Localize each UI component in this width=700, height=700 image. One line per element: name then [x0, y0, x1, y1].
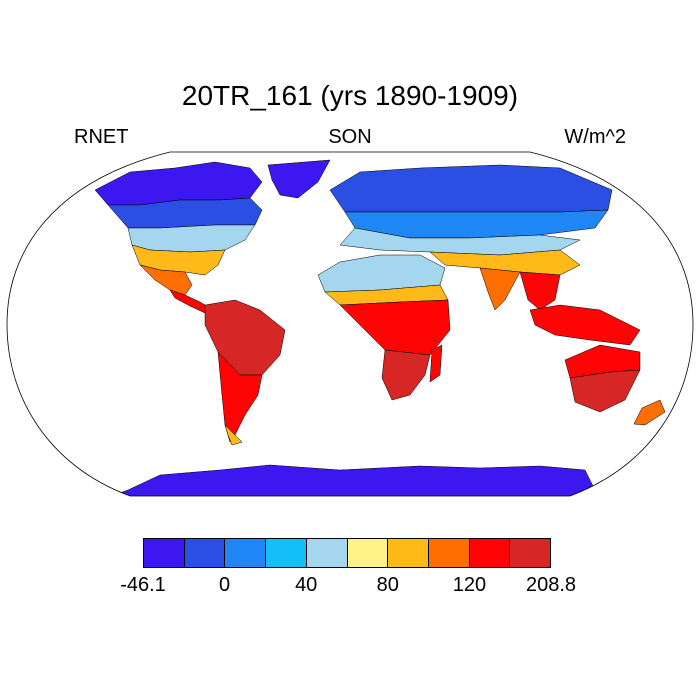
- eurasia-arctic: [329, 164, 613, 213]
- colorbar-tick-label: 0: [219, 574, 231, 596]
- colorbar-segment: [144, 539, 185, 567]
- colorbar-segment: [347, 539, 389, 567]
- central-africa: [339, 299, 451, 356]
- colorbar-segment: [469, 539, 511, 567]
- colorbar-tick-label: 40: [295, 574, 318, 596]
- colorbar-segment: [428, 539, 470, 567]
- central-america: [169, 289, 211, 314]
- colorbar-tick-label: 120: [452, 574, 487, 596]
- southern-africa: [381, 349, 431, 401]
- colorbar-segment: [184, 539, 226, 567]
- india: [479, 267, 521, 311]
- map-title: 20TR_161 (yrs 1890-1909): [181, 80, 519, 111]
- colorbar-segment: [266, 539, 307, 567]
- colorbar-segment: [306, 539, 348, 567]
- colorbar-tick-label: -46.1: [120, 574, 166, 596]
- colorbar-segment: [225, 539, 267, 567]
- season-label: SON: [328, 126, 372, 148]
- land-fill: [94, 159, 666, 496]
- south-america-south: [217, 351, 263, 443]
- south-america-tip: [224, 424, 243, 446]
- new-zealand: [633, 399, 666, 426]
- colorbar-tick-label: 208.8: [525, 574, 577, 596]
- globe-outline: [6, 151, 694, 497]
- variable-label: RNET: [74, 126, 129, 148]
- madagascar: [429, 344, 443, 383]
- units-label: W/m^2: [564, 126, 626, 148]
- colorbar: [143, 538, 551, 568]
- colorbar-segment: [510, 539, 551, 567]
- north-america-central: [127, 224, 256, 253]
- antarctica: [99, 464, 601, 496]
- greenland: [267, 159, 331, 199]
- australia-south: [569, 369, 641, 413]
- maritime-continent: [529, 304, 641, 346]
- south-america-north: [204, 299, 286, 376]
- colorbar-segment: [388, 539, 429, 567]
- mexico: [139, 264, 193, 296]
- colorbar-tick-label: 80: [376, 574, 399, 596]
- southeast-asia: [519, 271, 561, 311]
